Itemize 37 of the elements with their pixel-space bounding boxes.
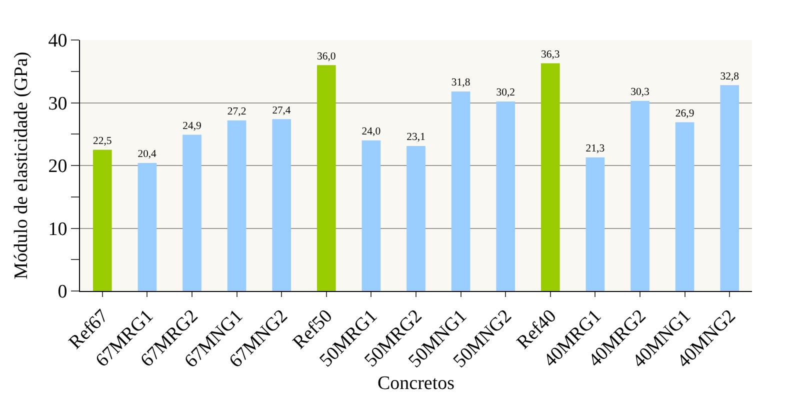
y-tick-label: 40 bbox=[48, 30, 68, 52]
bar bbox=[451, 91, 470, 291]
data-label: 36,3 bbox=[540, 48, 560, 60]
data-label: 20,4 bbox=[138, 149, 158, 160]
data-label: 30,3 bbox=[630, 86, 650, 98]
bar bbox=[720, 85, 740, 291]
y-axis-title: Módulo de elasticidade (GPa) bbox=[11, 52, 32, 280]
bar bbox=[182, 134, 202, 291]
data-label: 32,8 bbox=[720, 70, 740, 82]
bar bbox=[316, 65, 336, 291]
bar bbox=[362, 140, 381, 291]
data-label: 22,5 bbox=[92, 134, 112, 147]
y-tick-label: 20 bbox=[48, 156, 68, 178]
data-label: 31,8 bbox=[451, 76, 470, 89]
bar bbox=[272, 119, 292, 291]
y-tick-label: 0 bbox=[58, 282, 68, 303]
bar bbox=[227, 120, 246, 291]
data-label: 30,2 bbox=[496, 86, 516, 99]
bar bbox=[92, 150, 112, 291]
data-label: 27,4 bbox=[272, 105, 292, 116]
data-label: 23,1 bbox=[406, 131, 426, 144]
bar bbox=[406, 146, 426, 291]
x-axis-title: Concretos bbox=[377, 372, 455, 394]
data-label: 21,3 bbox=[586, 142, 605, 155]
data-label: 24,0 bbox=[362, 126, 381, 138]
y-tick-label: 30 bbox=[48, 93, 68, 114]
data-label: 24,9 bbox=[182, 120, 202, 132]
bar bbox=[496, 102, 516, 291]
bar bbox=[540, 63, 560, 291]
data-label: 26,9 bbox=[675, 107, 694, 120]
bar bbox=[586, 157, 605, 291]
bar bbox=[675, 122, 694, 291]
y-tick-label: 10 bbox=[48, 218, 68, 240]
data-label: 27,2 bbox=[227, 105, 246, 118]
data-label: 36,0 bbox=[316, 50, 336, 62]
bar bbox=[630, 100, 650, 291]
bar bbox=[138, 162, 157, 291]
